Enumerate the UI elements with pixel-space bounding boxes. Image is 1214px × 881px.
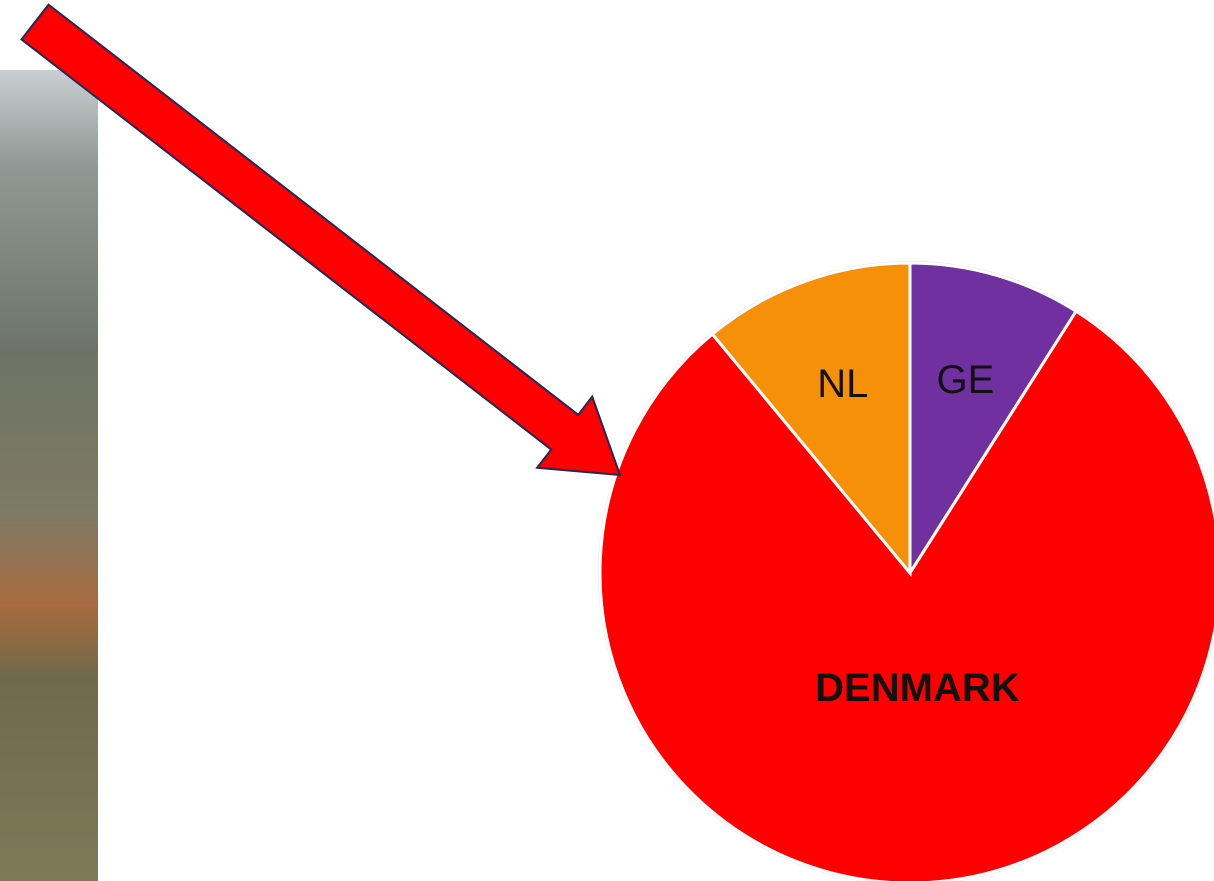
pie-chart: GE DENMARK NL: [599, 262, 1214, 881]
slice-label: DENMARK: [815, 666, 1020, 710]
slide: GE DENMARK NL: [0, 0, 1214, 881]
page: {"chart_data": {"type": "pie", "categori…: [0, 0, 1214, 881]
background-photo: [0, 70, 98, 881]
slice-label: NL: [817, 362, 868, 406]
arrow: [22, 5, 621, 475]
slice-label: GE: [936, 358, 994, 402]
